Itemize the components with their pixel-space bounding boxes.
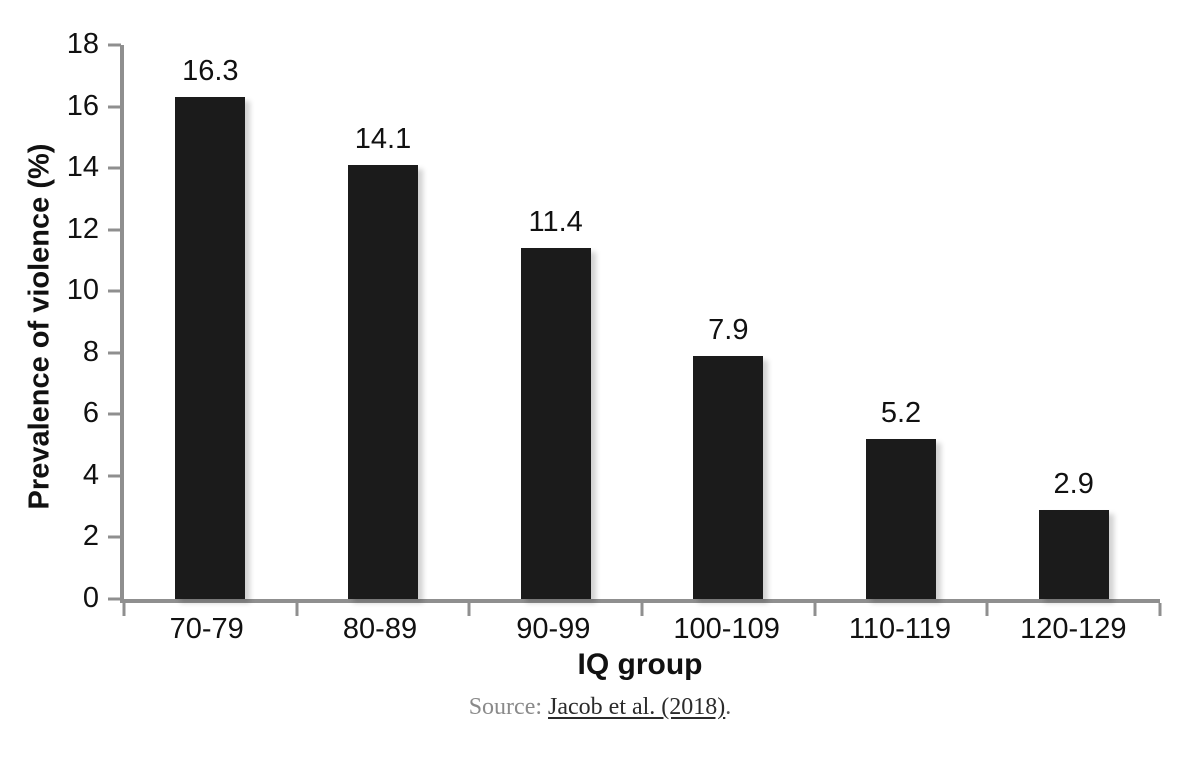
bar-slot: 11.4	[469, 45, 642, 599]
bar-120-129: 2.9	[1038, 468, 1109, 599]
y-tick-mark	[108, 43, 121, 47]
y-tick-mark	[108, 412, 121, 416]
bar-value-label: 16.3	[182, 55, 239, 88]
y-tick-mark	[108, 535, 121, 539]
y-tick-mark	[108, 289, 121, 293]
source-citation-link[interactable]: Jacob et al. (2018)	[548, 694, 726, 720]
x-tick-mark	[813, 603, 817, 616]
y-tick-label: 12	[66, 212, 99, 245]
bar-value-label: 11.4	[528, 206, 583, 239]
y-tick-label: 0	[82, 581, 99, 614]
y-tick-label: 2	[82, 520, 99, 553]
source-caption: Source: Jacob et al. (2018).	[0, 694, 1200, 721]
source-period: .	[725, 694, 732, 720]
bar-value-label: 7.9	[708, 313, 749, 346]
x-axis-title: IQ group	[577, 648, 703, 681]
x-tick-label: 90-99	[516, 613, 591, 645]
y-tick-mark	[108, 166, 121, 170]
x-tick-mark	[467, 603, 471, 616]
y-tick-label: 18	[66, 27, 99, 60]
x-axis-tick-labels: 70-79 80-89 90-99 100-109 110-119 120-129	[120, 613, 1160, 646]
bar-slot: 2.9	[987, 45, 1160, 599]
y-tick-mark	[108, 597, 121, 601]
y-tick-label: 6	[82, 397, 99, 430]
source-label: Source:	[468, 694, 549, 720]
y-tick-label: 10	[66, 274, 99, 307]
bar-90-99: 11.4	[520, 206, 591, 599]
x-tick-label: 70-79	[169, 613, 244, 645]
bar-value-label: 5.2	[880, 396, 922, 429]
y-tick-label: 14	[66, 151, 99, 184]
x-tick-label: 100-109	[673, 613, 780, 645]
y-tick-label: 16	[66, 89, 99, 122]
bar-value-label: 14.1	[354, 123, 412, 156]
x-tick-mark	[122, 603, 126, 616]
y-tick-mark	[108, 228, 121, 232]
bar-100-109: 7.9	[693, 314, 764, 599]
bar-value-label: 2.9	[1053, 467, 1094, 500]
y-tick-label: 8	[82, 335, 99, 368]
x-tick-mark	[1158, 603, 1162, 616]
y-tick-mark	[108, 105, 121, 109]
bar-slot: 16.3	[124, 45, 297, 599]
x-tick-label: 110-119	[848, 613, 952, 645]
y-tick-mark	[108, 351, 121, 355]
plot-area: 16.3 14.1 11.4 7.9 5.2 2.9 0 2 4 6 8 10 12 14 16 18	[67, 29, 1162, 616]
y-tick-mark	[108, 474, 121, 478]
bar-80-89: 14.1	[348, 123, 418, 599]
bar-slot: 14.1	[297, 45, 470, 599]
x-tick-label: 80-89	[342, 613, 418, 645]
bar-slot: 5.2	[815, 45, 988, 599]
y-tick-label: 4	[82, 458, 99, 491]
x-tick-mark	[295, 603, 299, 616]
x-tick-mark	[640, 603, 644, 616]
x-tick-mark	[985, 603, 989, 616]
bar-slot: 7.9	[642, 45, 815, 599]
x-tick-label: 120-129	[1020, 613, 1127, 645]
bar-110-119: 5.2	[866, 397, 937, 599]
bar-70-79: 16.3	[175, 55, 246, 599]
